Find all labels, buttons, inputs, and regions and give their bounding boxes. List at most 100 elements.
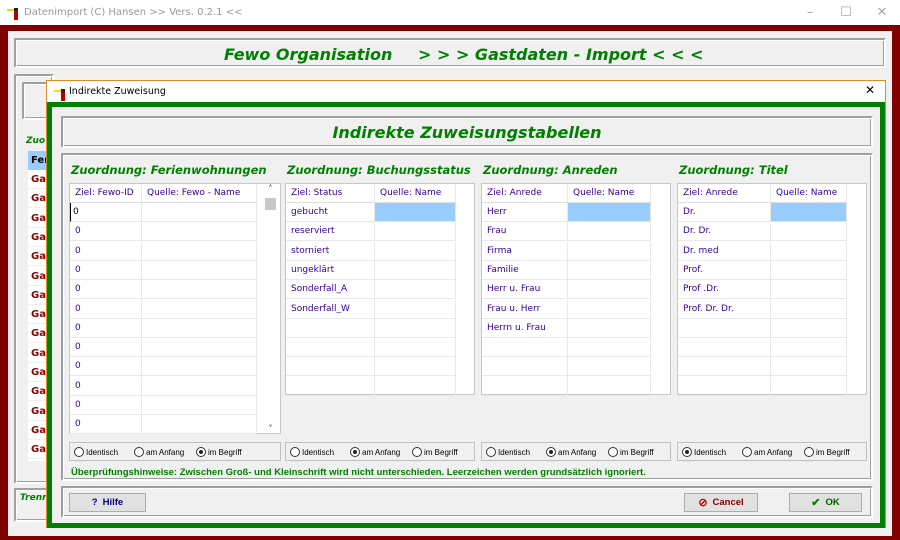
target-cell[interactable] (482, 338, 568, 358)
target-cell[interactable]: 0 (70, 241, 142, 261)
bg-list-item[interactable]: Ga (28, 305, 48, 325)
source-cell[interactable] (568, 260, 651, 280)
target-cell[interactable] (286, 318, 375, 338)
source-cell[interactable] (771, 260, 847, 280)
target-cell[interactable] (678, 318, 771, 338)
column-header[interactable]: Ziel: Fewo-ID (70, 184, 142, 203)
mapping-grid[interactable]: Ziel: Anrede Quelle: Name Dr. Dr. Dr. Dr. me… (677, 183, 867, 396)
target-cell[interactable]: Prof. Dr. Dr. (678, 299, 771, 319)
radio-identisch[interactable]: Identisch (486, 447, 530, 457)
bg-list-item[interactable]: Ga (28, 267, 48, 286)
scroll-thumb[interactable] (265, 198, 276, 210)
close-button[interactable]: ✕ (876, 5, 888, 20)
source-cell[interactable] (142, 203, 257, 222)
target-cell[interactable]: 0 (70, 260, 142, 280)
source-cell[interactable] (375, 299, 456, 319)
source-cell[interactable] (375, 222, 456, 242)
source-cell[interactable] (771, 241, 847, 261)
target-cell[interactable] (678, 357, 771, 377)
source-cell[interactable] (568, 318, 651, 338)
target-cell[interactable]: Dr. med (678, 241, 771, 261)
radio-im-begriff[interactable]: im Begriff (196, 447, 242, 457)
target-cell[interactable]: 0 (70, 338, 142, 358)
target-cell[interactable]: Prof. (678, 260, 771, 280)
source-cell[interactable] (771, 299, 847, 319)
column-header[interactable]: Quelle: Fewo - Name (142, 184, 257, 203)
maximize-button[interactable]: ☐ (840, 5, 852, 20)
bg-list-header[interactable]: Fer (28, 151, 49, 170)
bg-list-item[interactable]: Ga (28, 189, 48, 209)
target-cell[interactable] (482, 357, 568, 377)
radio-am-anfang[interactable]: am Anfang (546, 447, 596, 457)
source-cell[interactable] (375, 260, 456, 280)
radio-am-anfang[interactable]: am Anfang (134, 447, 184, 457)
bg-list-item[interactable]: Ga (28, 170, 48, 189)
radio-am-anfang[interactable]: am Anfang (742, 447, 792, 457)
target-cell[interactable]: Sonderfall_W (286, 299, 375, 319)
source-cell[interactable] (568, 280, 651, 300)
target-cell[interactable]: 0 (70, 222, 142, 242)
source-cell[interactable] (142, 357, 257, 377)
target-cell[interactable]: Dr. Dr. (678, 222, 771, 242)
target-cell[interactable]: Dr. (678, 203, 771, 222)
source-cell[interactable] (771, 280, 847, 300)
source-cell[interactable] (375, 357, 456, 377)
source-cell[interactable] (568, 357, 651, 377)
radio-button[interactable] (742, 447, 752, 457)
source-cell[interactable] (771, 376, 847, 396)
target-cell[interactable]: storniert (286, 241, 375, 261)
source-cell[interactable] (142, 299, 257, 319)
source-cell[interactable] (142, 318, 257, 338)
target-cell[interactable]: Familie (482, 260, 568, 280)
source-cell[interactable] (771, 338, 847, 358)
source-cell[interactable] (771, 318, 847, 338)
source-cell[interactable] (568, 222, 651, 242)
bg-list-item[interactable]: Ga (28, 402, 48, 421)
target-cell[interactable]: Herr u. Frau (482, 280, 568, 300)
target-cell[interactable] (482, 376, 568, 396)
target-cell[interactable]: 0 (70, 396, 142, 415)
column-header[interactable]: Quelle: Name (375, 184, 456, 203)
bg-list-item[interactable]: Ga (28, 344, 48, 363)
target-cell[interactable] (286, 338, 375, 358)
column-header[interactable]: Ziel: Status (286, 184, 375, 203)
ok-button[interactable]: ✔ OK (789, 493, 862, 512)
vertical-scrollbar[interactable]: ˄ ˅ (263, 184, 278, 433)
bg-list-item[interactable]: Ga (28, 440, 48, 460)
bg-list-item[interactable]: Ga (28, 363, 48, 382)
radio-button[interactable] (74, 447, 84, 457)
radio-button[interactable] (290, 447, 300, 457)
bg-list-item[interactable]: Ga (28, 324, 48, 344)
scroll-up-arrow[interactable]: ˄ (268, 184, 273, 193)
source-cell[interactable] (142, 338, 257, 358)
source-cell[interactable] (375, 203, 456, 222)
bg-list-item[interactable]: Ga (28, 209, 48, 228)
target-cell[interactable]: Frau u. Herr (482, 299, 568, 319)
bg-list-item[interactable]: Ga (28, 247, 48, 267)
source-cell[interactable] (142, 280, 257, 300)
column-header[interactable]: Ziel: Anrede (678, 184, 771, 203)
bg-list-item[interactable]: Ga (28, 382, 48, 402)
radio-button[interactable] (134, 447, 144, 457)
mapping-grid[interactable]: Ziel: Anrede Quelle: Name Herr Frau Firma Fam… (481, 183, 671, 396)
source-cell[interactable] (142, 222, 257, 242)
target-cell[interactable]: 0 (70, 299, 142, 319)
target-cell[interactable] (286, 357, 375, 377)
target-cell[interactable]: Herr (482, 203, 568, 222)
radio-identisch[interactable]: Identisch (290, 447, 334, 457)
target-cell[interactable]: Frau (482, 222, 568, 242)
radio-identisch[interactable]: Identisch (74, 447, 118, 457)
target-cell[interactable]: 0 (70, 357, 142, 377)
column-header[interactable]: Quelle: Name (568, 184, 651, 203)
mapping-grid[interactable]: Ziel: Status Quelle: Name gebucht reservier… (285, 183, 475, 396)
source-cell[interactable] (375, 280, 456, 300)
source-cell[interactable] (142, 415, 257, 435)
radio-im-begriff[interactable]: im Begriff (608, 447, 654, 457)
source-cell[interactable] (142, 260, 257, 280)
radio-button[interactable] (196, 447, 206, 457)
target-cell[interactable]: gebucht (286, 203, 375, 222)
radio-am-anfang[interactable]: am Anfang (350, 447, 400, 457)
mapping-grid[interactable]: Ziel: Fewo-ID Quelle: Fewo - Name 0 0 0 0 0 0 0 0… (69, 183, 281, 435)
source-cell[interactable] (568, 338, 651, 358)
source-cell[interactable] (375, 338, 456, 358)
